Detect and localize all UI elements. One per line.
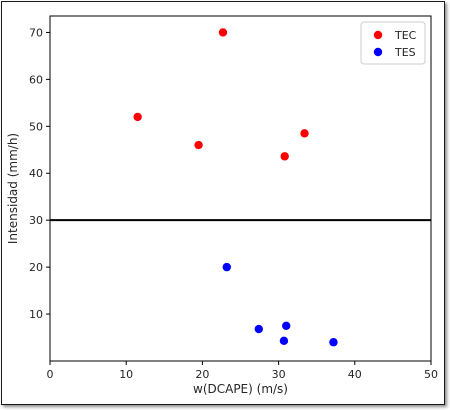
point-tec	[133, 112, 142, 122]
legend-label-tec: TEC	[394, 29, 417, 42]
point-tes	[282, 321, 291, 330]
y-tick-label: 50	[29, 120, 43, 133]
y-tick-label: 10	[29, 308, 43, 321]
x-tick-label: 10	[119, 368, 133, 381]
point-tec	[300, 129, 309, 138]
legend: TEC TES	[360, 21, 426, 65]
point-tec	[194, 140, 203, 150]
legend-marker-tes	[373, 47, 383, 57]
y-tick-label: 20	[29, 261, 43, 274]
legend-marker-tec	[373, 30, 383, 40]
y-axis-label: Intensidad (mm/h)	[6, 133, 20, 244]
x-tick-label: 20	[195, 368, 209, 381]
y-tick-label: 70	[29, 26, 43, 39]
x-tick-label: 30	[272, 368, 286, 381]
legend-label-tes: TES	[394, 46, 416, 59]
y-tick-label: 40	[29, 167, 43, 180]
x-tick-label: 40	[348, 368, 362, 381]
point-tes	[329, 338, 338, 347]
point-tec	[218, 28, 228, 37]
plot-area	[49, 15, 432, 362]
x-tick-label: 0	[47, 368, 54, 381]
point-tes	[222, 262, 231, 272]
point-tes	[254, 324, 263, 334]
y-tick-label: 30	[29, 214, 43, 227]
x-tick-label: 50	[424, 368, 438, 381]
point-tes	[279, 336, 289, 346]
y-tick-label: 60	[29, 73, 43, 86]
point-tec	[280, 152, 289, 161]
x-axis-label: w(DCAPE) (m/s)	[193, 382, 288, 396]
